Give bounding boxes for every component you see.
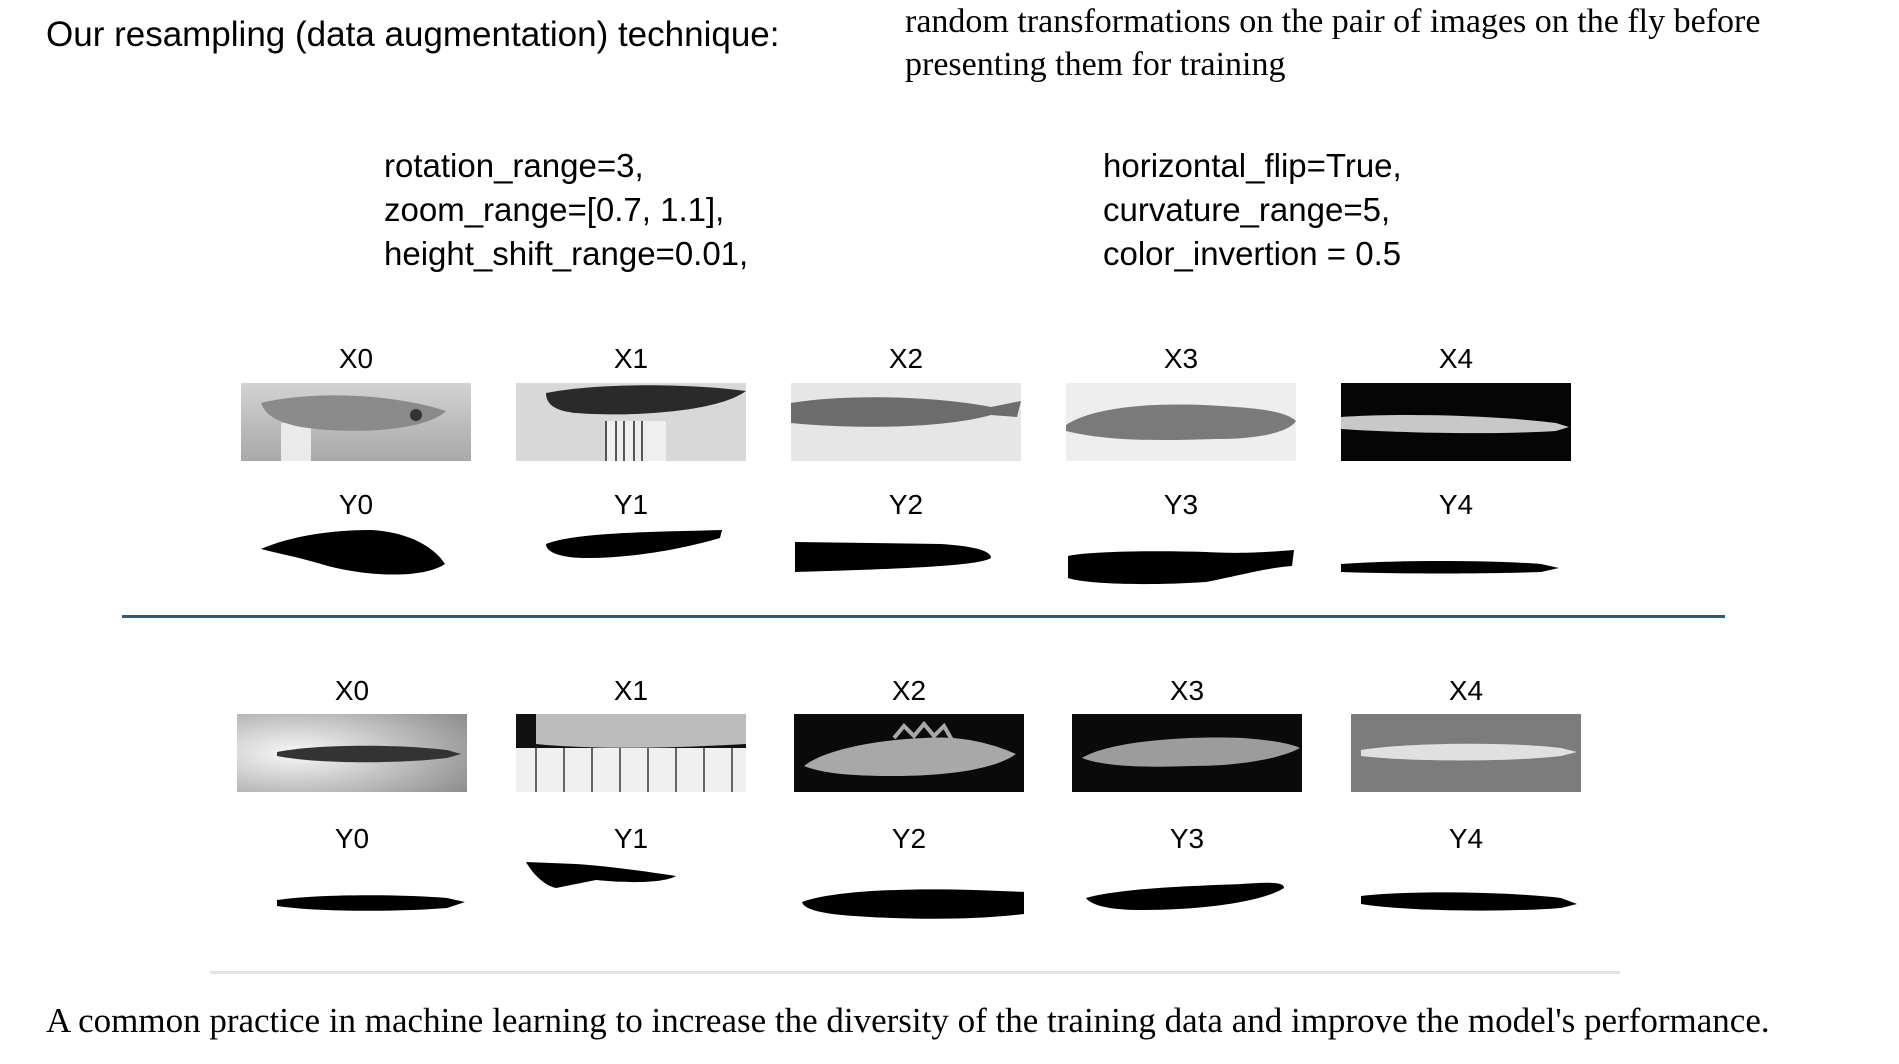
x-label: X1 xyxy=(613,675,649,706)
x-label: X4 xyxy=(1448,675,1484,706)
bottom-rule xyxy=(210,971,1620,974)
fish-image xyxy=(1066,383,1296,461)
x-label: X1 xyxy=(613,343,649,374)
y-label: Y4 xyxy=(1438,489,1474,520)
y-label: Y2 xyxy=(888,489,924,520)
param-line: height_shift_range=0.01, xyxy=(384,235,749,272)
y-label: Y3 xyxy=(1169,823,1205,854)
x-label: X3 xyxy=(1169,675,1205,706)
x-label: X0 xyxy=(334,675,370,706)
fish-mask xyxy=(516,524,746,614)
x-label: X2 xyxy=(888,343,924,374)
heading: Our resampling (data augmentation) techn… xyxy=(46,15,780,54)
y-label: Y0 xyxy=(338,489,374,520)
fish-image xyxy=(1351,714,1581,792)
x-label: X0 xyxy=(338,343,374,374)
fish-image xyxy=(791,383,1021,461)
fish-image xyxy=(794,714,1024,792)
fish-mask xyxy=(241,524,471,614)
fish-image xyxy=(1341,383,1571,461)
fish-image xyxy=(516,383,746,461)
y-label: Y2 xyxy=(891,823,927,854)
y-label: Y4 xyxy=(1448,823,1484,854)
fish-mask xyxy=(1341,524,1571,614)
description: random transformations on the pair of im… xyxy=(905,3,1761,83)
y-label: Y1 xyxy=(613,823,649,854)
fish-image xyxy=(1072,714,1302,792)
x-label: X4 xyxy=(1438,343,1474,374)
y-label: Y3 xyxy=(1163,489,1199,520)
param-line: rotation_range=3, xyxy=(384,147,644,184)
fish-image xyxy=(237,714,467,792)
param-line: zoom_range=[0.7, 1.1], xyxy=(384,191,725,228)
param-line: curvature_range=5, xyxy=(1103,191,1391,228)
param-line: horizontal_flip=True, xyxy=(1103,147,1402,184)
fish-mask xyxy=(237,858,467,948)
fish-mask xyxy=(516,858,746,948)
y-label: Y1 xyxy=(613,489,649,520)
divider-line xyxy=(122,615,1725,618)
params-left: rotation_range=3, zoom_range=[0.7, 1.1],… xyxy=(384,144,748,276)
fish-mask xyxy=(1072,858,1302,948)
fish-mask xyxy=(791,524,1021,614)
fish-image xyxy=(241,383,471,461)
fish-image xyxy=(516,714,746,792)
fish-mask xyxy=(1066,524,1296,614)
x-label: X3 xyxy=(1163,343,1199,374)
x-label: X2 xyxy=(891,675,927,706)
param-line: color_invertion = 0.5 xyxy=(1103,235,1402,272)
params-right: horizontal_flip=True, curvature_range=5,… xyxy=(1103,144,1402,276)
y-label: Y0 xyxy=(334,823,370,854)
fish-mask xyxy=(1351,858,1581,948)
footer-text: A common practice in machine learning to… xyxy=(46,1001,1770,1040)
fish-mask xyxy=(794,858,1024,948)
